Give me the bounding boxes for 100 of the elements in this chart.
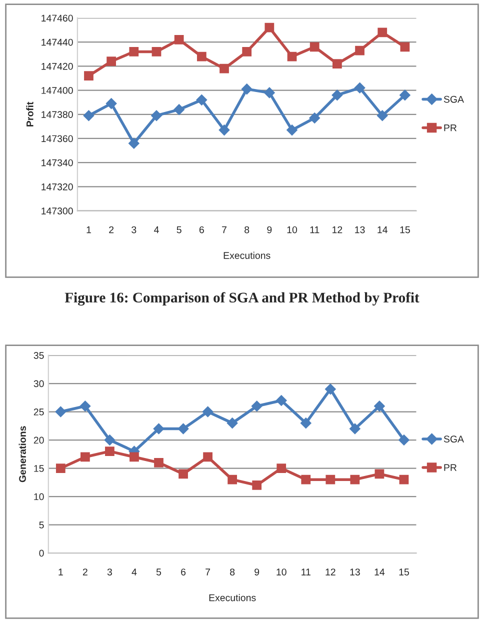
y-tick-label: 147400 bbox=[42, 87, 73, 94]
x-tick-label: 11 bbox=[310, 226, 320, 234]
x-tick-label: 10 bbox=[276, 568, 286, 576]
y-tick-label: 5 bbox=[39, 522, 44, 528]
point bbox=[310, 42, 320, 52]
point bbox=[354, 82, 366, 94]
point bbox=[400, 90, 410, 101]
point bbox=[241, 84, 252, 95]
caption: Figure 16: Comparison of SGA and PR Method by Profit bbox=[64, 292, 420, 306]
point bbox=[151, 110, 162, 122]
x-tick-label: 2 bbox=[109, 226, 114, 234]
legend-label: SGA bbox=[444, 96, 464, 103]
x-tick-label: 6 bbox=[181, 568, 186, 576]
legend-label: PR bbox=[444, 124, 457, 132]
y-tick-label: 0 bbox=[39, 550, 44, 557]
x-tick-label: 9 bbox=[267, 226, 272, 234]
point bbox=[202, 406, 214, 418]
x-tick-label: 4 bbox=[154, 226, 159, 234]
y-tick-label: 147380 bbox=[42, 111, 73, 118]
point bbox=[178, 469, 188, 479]
x-tick-label: 5 bbox=[156, 568, 162, 576]
point bbox=[174, 34, 184, 44]
x-axis-title: Executions bbox=[224, 252, 270, 259]
point bbox=[332, 59, 342, 68]
x-tick-label: 3 bbox=[107, 568, 112, 576]
point bbox=[153, 423, 164, 434]
x-tick-label: 13 bbox=[350, 568, 360, 576]
y-tick-label: 147320 bbox=[42, 183, 73, 190]
point bbox=[264, 87, 275, 98]
y-tick-label: 20 bbox=[34, 436, 44, 444]
x-axis-title: Executions bbox=[209, 594, 256, 602]
y-tick-label: 30 bbox=[34, 380, 44, 388]
point bbox=[104, 434, 116, 446]
point bbox=[309, 112, 320, 124]
point bbox=[106, 56, 116, 66]
x-tick-label: 2 bbox=[82, 568, 88, 576]
x-tick-label: 1 bbox=[58, 568, 63, 576]
legend-label: SGA bbox=[444, 436, 464, 443]
point bbox=[105, 446, 114, 456]
point bbox=[400, 42, 410, 52]
point bbox=[251, 400, 262, 412]
point bbox=[355, 46, 364, 56]
point bbox=[83, 110, 94, 122]
point bbox=[350, 474, 360, 484]
point bbox=[84, 71, 94, 81]
x-tick-label: 7 bbox=[222, 226, 226, 234]
x-tick-label: 5 bbox=[176, 226, 182, 234]
point bbox=[218, 124, 230, 136]
x-tick-label: 9 bbox=[254, 568, 260, 576]
y-tick-label: 147360 bbox=[42, 135, 73, 142]
x-tick-label: 15 bbox=[399, 568, 409, 576]
point bbox=[80, 452, 90, 462]
y-tick-label: 147340 bbox=[42, 159, 73, 166]
x-tick-label: 12 bbox=[332, 226, 342, 234]
x-tick-label: 10 bbox=[287, 226, 298, 234]
point bbox=[374, 469, 384, 479]
point bbox=[286, 124, 298, 136]
x-tick-label: 8 bbox=[230, 568, 235, 576]
y-tick-label: 25 bbox=[34, 408, 44, 416]
point bbox=[174, 104, 185, 115]
x-tick-label: 11 bbox=[302, 568, 310, 576]
x-tick-label: 15 bbox=[400, 226, 410, 234]
x-tick-label: 3 bbox=[132, 226, 136, 234]
x-tick-label: 1 bbox=[86, 226, 91, 234]
point bbox=[326, 474, 336, 484]
y-axis-title: Generations bbox=[18, 426, 26, 482]
x-tick-label: 6 bbox=[199, 226, 204, 234]
point bbox=[106, 98, 117, 109]
point bbox=[350, 423, 360, 434]
point bbox=[376, 110, 388, 122]
point bbox=[399, 474, 409, 484]
y-axis-title: Profit bbox=[26, 102, 34, 126]
legend-label: PR bbox=[444, 464, 457, 471]
y-tick-label: 147440 bbox=[42, 38, 73, 46]
point bbox=[80, 400, 91, 412]
point bbox=[300, 418, 312, 428]
point bbox=[56, 464, 66, 473]
point bbox=[287, 52, 297, 62]
point bbox=[398, 434, 410, 446]
y-tick-label: 147460 bbox=[42, 14, 73, 22]
point bbox=[228, 474, 238, 484]
point bbox=[374, 400, 385, 412]
point bbox=[220, 64, 229, 74]
point bbox=[128, 138, 140, 149]
y-tick-label: 15 bbox=[34, 465, 44, 472]
y-tick-label: 35 bbox=[34, 352, 44, 359]
point bbox=[264, 22, 274, 32]
point bbox=[55, 406, 66, 418]
x-tick-label: 13 bbox=[355, 226, 365, 234]
point bbox=[276, 464, 286, 473]
point bbox=[252, 480, 262, 490]
x-tick-label: 14 bbox=[378, 226, 388, 234]
point bbox=[129, 47, 139, 56]
x-tick-label: 12 bbox=[326, 568, 336, 576]
point bbox=[154, 458, 164, 468]
point bbox=[178, 423, 189, 434]
point bbox=[203, 452, 212, 462]
y-tick-label: 147300 bbox=[42, 208, 73, 214]
point bbox=[378, 28, 388, 38]
point bbox=[130, 452, 139, 462]
